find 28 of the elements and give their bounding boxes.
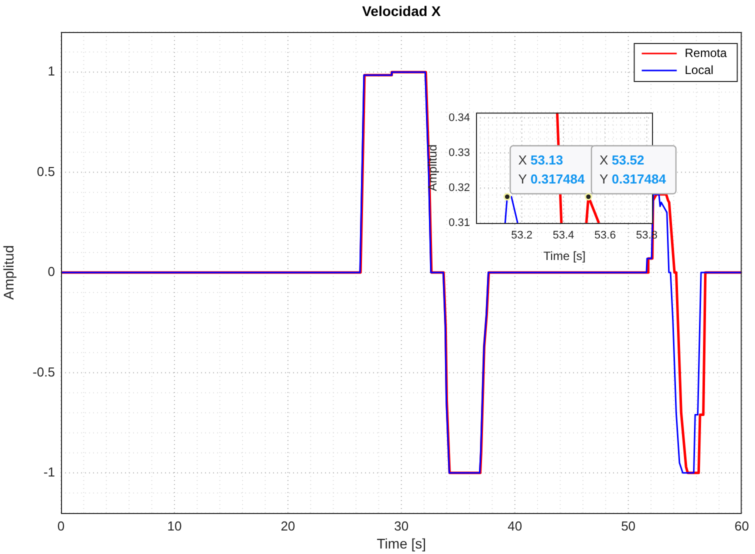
x-tick-label: 30 bbox=[394, 518, 409, 534]
y-tick-label: 1 bbox=[48, 64, 55, 79]
x-axis-title: Time [s] bbox=[376, 535, 426, 552]
y-axis-title: Amplitud bbox=[0, 245, 16, 300]
y-axis-title: Amplitud bbox=[426, 144, 440, 192]
x-tick-label: 10 bbox=[167, 518, 182, 534]
x-tick-label: 60 bbox=[734, 518, 750, 534]
y-tick-label: 0.33 bbox=[448, 146, 470, 159]
x-tick-label: 40 bbox=[508, 518, 522, 534]
x-tick-label: 0 bbox=[57, 518, 65, 534]
annotation: X 53.52 Y 0.317484 bbox=[599, 152, 667, 186]
y-tick-label: 0.34 bbox=[448, 112, 470, 124]
x-tick-label: 50 bbox=[621, 518, 636, 534]
y-tick-label: 0 bbox=[48, 264, 55, 280]
chart-title: Velocidad X bbox=[362, 2, 442, 19]
x-tick-label: 53.6 bbox=[594, 230, 616, 242]
x-tick-label: 53.2 bbox=[511, 230, 533, 242]
x-tick-label: 20 bbox=[280, 518, 296, 534]
y-tick-label: -1 bbox=[43, 464, 55, 480]
legend-label: Local bbox=[684, 62, 714, 77]
y-tick-label: -0.5 bbox=[32, 364, 55, 380]
x-tick-label: 53.4 bbox=[552, 230, 574, 242]
y-tick-label: 0.32 bbox=[448, 182, 470, 194]
y-tick-label: 0.31 bbox=[448, 217, 470, 230]
y-tick-label: 0.5 bbox=[36, 164, 55, 179]
x-axis-title: Time [s] bbox=[543, 249, 586, 264]
legend-label: Remota bbox=[684, 46, 728, 60]
annotation: X 53.13 Y 0.317484 bbox=[518, 152, 586, 186]
